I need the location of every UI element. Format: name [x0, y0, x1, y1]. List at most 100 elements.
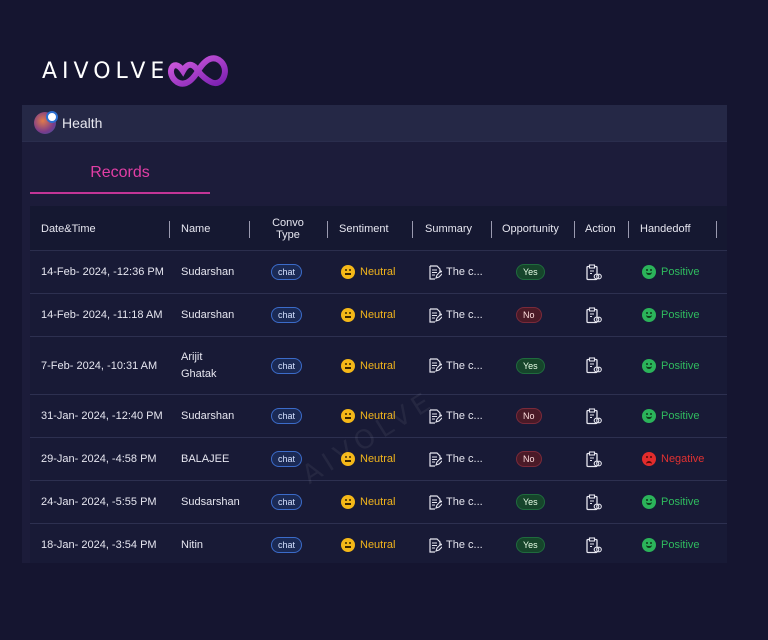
clipboard-link-icon[interactable]	[585, 450, 602, 468]
sentiment-label: Neutral	[360, 359, 396, 372]
cell-summary: The c...	[428, 481, 483, 523]
table-row[interactable]: 31-Jan- 2024, -12:40 PM Sudarshan chat Neut…	[30, 395, 727, 438]
cell-name: Sudarshan	[181, 251, 234, 293]
edit-document-icon[interactable]	[428, 358, 442, 373]
clipboard-link-icon[interactable]	[585, 306, 602, 324]
summary-text[interactable]: The c...	[446, 359, 483, 372]
sentiment-label: Neutral	[360, 453, 396, 465]
cell-opportunity: No	[516, 294, 542, 336]
summary-text[interactable]: The c...	[446, 453, 483, 465]
neutral-face-icon	[341, 495, 355, 509]
handedoff-label: Positive	[661, 266, 700, 278]
brand-logo: AIVOLVE	[42, 52, 229, 90]
cell-convo-type: chat	[271, 438, 303, 480]
header-name[interactable]: Name	[181, 222, 211, 235]
brand-name: AIVOLVE	[42, 58, 170, 84]
table-row[interactable]: 29-Jan- 2024, -4:58 PM BALAJEE chat Neutral…	[30, 438, 727, 481]
table-row[interactable]: 14-Feb- 2024, -11:18 AM Sudarshan chat Neut…	[30, 294, 727, 337]
table-row[interactable]: 7-Feb- 2024, -10:31 AM Arijit Ghatak chat Ne…	[30, 337, 727, 395]
sentiment-label: Neutral	[360, 309, 396, 321]
cell-name: Sudsarshan	[181, 481, 240, 523]
handedoff-label: Positive	[661, 309, 700, 321]
tab-records[interactable]: Records	[90, 164, 150, 181]
header-sentiment[interactable]: Sentiment	[339, 222, 389, 235]
header-datetime[interactable]: Date&Time	[41, 222, 96, 235]
sentiment-label: Neutral	[360, 410, 396, 422]
clipboard-link-icon[interactable]	[585, 536, 602, 554]
panel-title: Health	[62, 115, 103, 131]
table-header: Date&Time Name Convo Type Sentiment Summ…	[30, 206, 727, 251]
cell-action	[585, 395, 602, 437]
edit-document-icon[interactable]	[428, 537, 442, 553]
edit-document-icon[interactable]	[428, 307, 442, 323]
convo-type-badge: chat	[271, 264, 303, 280]
cell-summary: The c...	[428, 251, 483, 293]
cell-summary: The c...	[428, 294, 483, 336]
name-line: Sudarshan	[181, 265, 235, 278]
handedoff-label: Positive	[661, 410, 700, 422]
clipboard-link-icon[interactable]	[585, 263, 602, 281]
cell-sentiment: Neutral	[341, 481, 395, 523]
cell-opportunity: Yes	[516, 251, 545, 293]
opportunity-badge: Yes	[516, 494, 545, 510]
header-divider	[412, 221, 413, 238]
sentiment-label: Neutral	[360, 266, 396, 278]
panel-header: Health	[22, 105, 727, 142]
name-line: BALAJEE	[181, 452, 230, 465]
convo-type-badge: chat	[271, 307, 303, 323]
cell-sentiment: Neutral	[341, 294, 395, 336]
header-divider	[716, 221, 717, 238]
cell-action	[585, 438, 602, 480]
records-table: Date&Time Name Convo Type Sentiment Summ…	[30, 206, 727, 563]
header-divider	[327, 221, 328, 238]
edit-document-icon[interactable]	[428, 494, 442, 510]
sentiment-label: Neutral	[360, 496, 396, 508]
edit-document-icon[interactable]	[428, 408, 442, 424]
cell-opportunity: Yes	[516, 481, 545, 523]
edit-document-icon[interactable]	[428, 264, 442, 280]
header-convo-type[interactable]: Convo Type	[268, 206, 308, 251]
clipboard-link-icon[interactable]	[585, 493, 602, 511]
summary-text[interactable]: The c...	[446, 266, 483, 278]
table-row[interactable]: 18-Jan- 2024, -3:54 PM Nitin chat Neutral Th…	[30, 524, 727, 563]
cell-summary: The c...	[428, 438, 483, 480]
cell-datetime: 29-Jan- 2024, -4:58 PM	[41, 453, 157, 465]
header-action[interactable]: Action	[585, 222, 616, 235]
summary-text[interactable]: The c...	[446, 309, 483, 321]
cell-name: BALAJEE	[181, 438, 229, 480]
cell-action	[585, 481, 602, 523]
cell-opportunity: No	[516, 395, 542, 437]
header-handedoff[interactable]: Handedoff	[640, 222, 691, 235]
summary-text[interactable]: The c...	[446, 539, 483, 551]
header-convo-type-line2: Type	[276, 228, 300, 241]
cell-name: Nitin	[181, 524, 203, 563]
table-body: 14-Feb- 2024, -12:36 PM Sudarshan chat Neut…	[30, 251, 727, 563]
cell-datetime: 7-Feb- 2024, -10:31 AM	[41, 359, 158, 372]
table-row[interactable]: 14-Feb- 2024, -12:36 PM Sudarshan chat Neut…	[30, 251, 727, 294]
header-opportunity[interactable]: Opportunity	[502, 222, 559, 235]
cell-handedoff: Positive	[642, 294, 700, 336]
neutral-face-icon	[341, 308, 355, 322]
neutral-face-icon	[341, 538, 355, 552]
name-line: Sudarshan	[181, 409, 235, 422]
opportunity-badge: No	[516, 408, 542, 424]
cell-convo-type: chat	[271, 395, 303, 437]
clipboard-link-icon[interactable]	[585, 357, 602, 374]
header-divider	[169, 221, 170, 238]
cell-handedoff: Positive	[642, 337, 700, 394]
summary-text[interactable]: The c...	[446, 410, 483, 422]
name-line: Sudsarshan	[181, 495, 240, 508]
cell-name: Arijit Ghatak	[181, 337, 216, 394]
happy-face-icon	[642, 495, 656, 509]
clipboard-link-icon[interactable]	[585, 407, 602, 425]
summary-text[interactable]: The c...	[446, 496, 483, 508]
table-row[interactable]: 24-Jan- 2024, -5:55 PM Sudsarshan chat Neut…	[30, 481, 727, 524]
convo-type-badge: chat	[271, 357, 303, 374]
cell-name: Sudarshan	[181, 395, 234, 437]
header-summary[interactable]: Summary	[425, 222, 473, 235]
cell-datetime: 31-Jan- 2024, -12:40 PM	[41, 410, 163, 422]
happy-face-icon	[642, 265, 656, 279]
edit-document-icon[interactable]	[428, 451, 442, 467]
handedoff-label: Positive	[661, 539, 700, 551]
cell-summary: The c...	[428, 524, 483, 563]
